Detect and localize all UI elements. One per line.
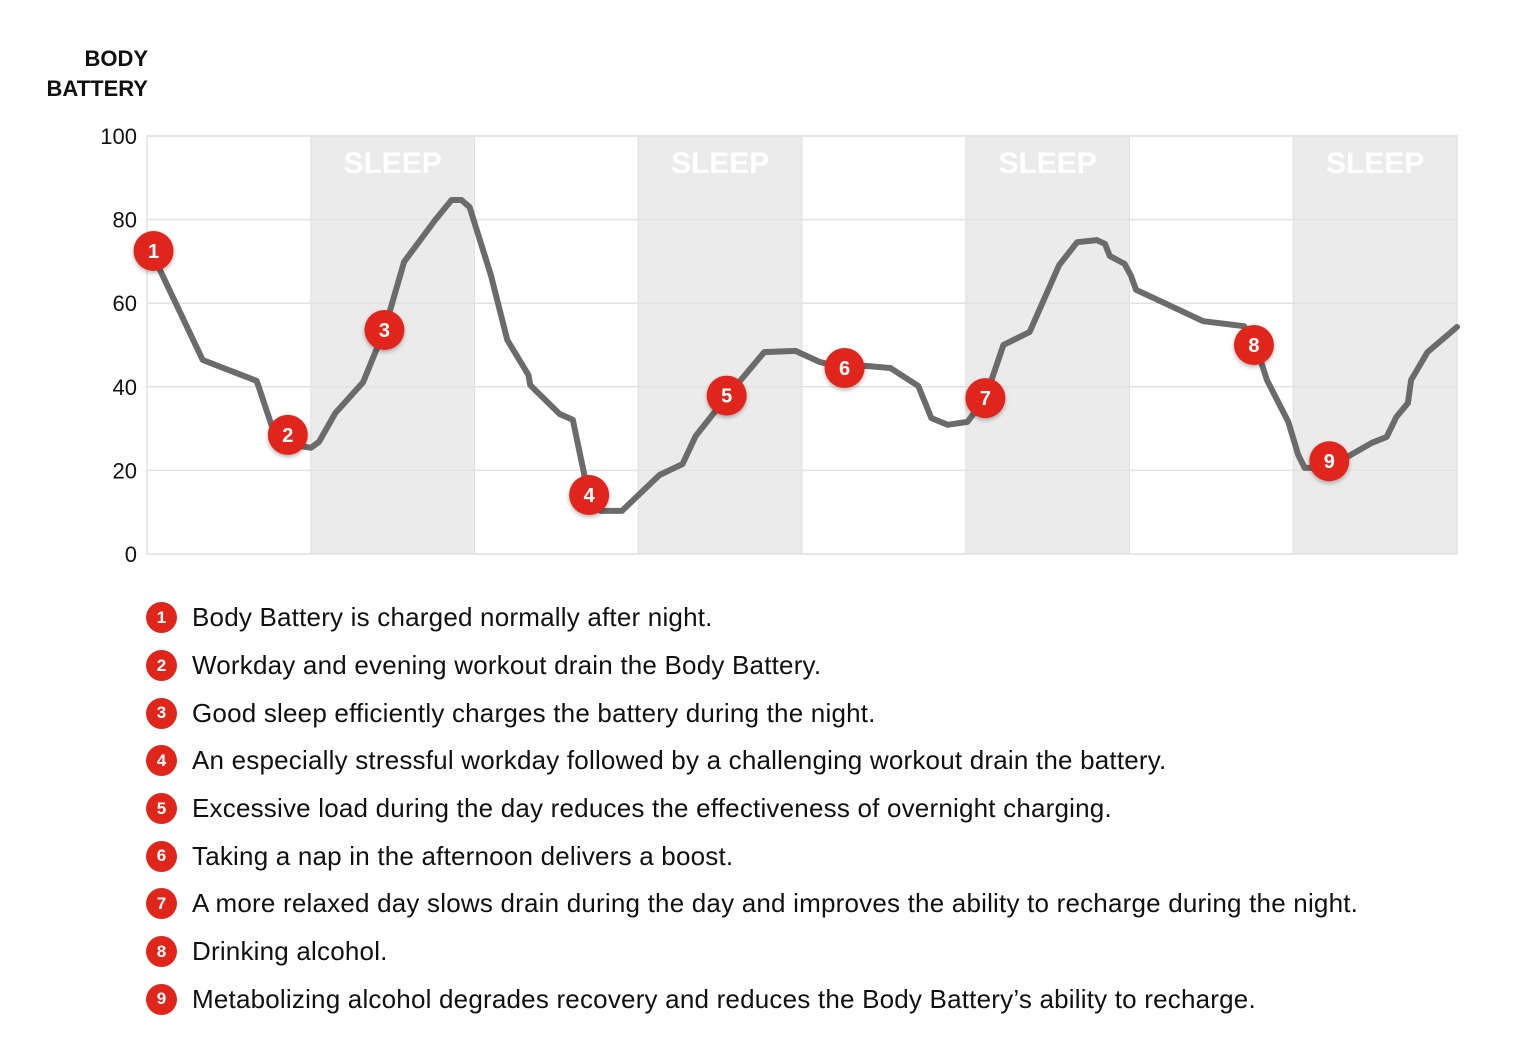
legend-item: 1 Body Battery is charged normally after … — [146, 594, 1358, 642]
y-axis-title: BODY BATTERY — [20, 44, 148, 104]
legend-item: 2 Workday and evening workout drain the B… — [146, 642, 1358, 690]
event-marker: 2 — [267, 414, 308, 455]
legend-marker-icon: 1 — [146, 602, 177, 634]
event-marker-circle — [364, 309, 405, 350]
event-marker: 1 — [133, 230, 174, 271]
legend-item: 3 Good sleep efficiently charges the batt… — [146, 689, 1358, 737]
y-tick-label: 60 — [113, 291, 137, 316]
y-tick-label: 80 — [113, 208, 137, 233]
legend-text: An especially stressful workday followed… — [192, 745, 1167, 776]
event-marker: 5 — [706, 375, 747, 416]
event-marker-circle — [569, 475, 610, 516]
legend-marker-icon: 7 — [146, 888, 177, 920]
legend-item: 7 A more relaxed day slows drain during t… — [146, 880, 1358, 928]
y-tick-label: 20 — [113, 458, 137, 483]
y-tick-label: 100 — [100, 124, 137, 149]
event-marker-circle — [706, 375, 747, 416]
event-marker-circle — [133, 230, 174, 271]
legend-text: Good sleep efficiently charges the batte… — [192, 697, 876, 728]
y-tick-label: 40 — [113, 375, 137, 400]
event-marker-circle — [1309, 441, 1350, 482]
sleep-band — [637, 135, 803, 555]
legend-marker-icon: 2 — [146, 650, 177, 682]
legend-marker-icon: 4 — [146, 745, 177, 777]
sleep-band-label: SLEEP — [671, 147, 769, 180]
legend-item: 8 Drinking alcohol. — [146, 928, 1358, 976]
event-marker-label: 8 — [1248, 335, 1259, 357]
legend-text: Taking a nap in the afternoon delivers a… — [192, 840, 734, 871]
event-marker-label: 9 — [1324, 451, 1335, 473]
legend: 1 Body Battery is charged normally after … — [146, 594, 1358, 1023]
sleep-band — [965, 135, 1130, 555]
event-marker-label: 6 — [839, 358, 850, 380]
event-marker: 9 — [1309, 441, 1350, 482]
legend-marker-icon: 9 — [146, 983, 177, 1015]
y-axis-title-line2: BATTERY — [46, 76, 148, 101]
legend-text: Body Battery is charged normally after n… — [192, 602, 713, 633]
legend-item: 5 Excessive load during the day reduces t… — [146, 785, 1358, 833]
legend-text: Drinking alcohol. — [192, 936, 388, 967]
legend-item: 9 Metabolizing alcohol degrades recovery… — [146, 976, 1358, 1024]
legend-text: A more relaxed day slows drain during th… — [192, 888, 1359, 919]
event-marker: 6 — [824, 347, 865, 388]
legend-item: 6 Taking a nap in the afternoon delivers … — [146, 832, 1358, 880]
sleep-band-label: SLEEP — [343, 147, 441, 180]
legend-marker-icon: 6 — [146, 840, 177, 872]
event-marker-label: 1 — [148, 241, 159, 263]
legend-marker-icon: 5 — [146, 793, 177, 825]
event-marker-circle — [1233, 325, 1274, 365]
event-marker-circle — [965, 378, 1006, 419]
event-marker-label: 5 — [721, 386, 732, 408]
event-marker-circle — [267, 414, 308, 455]
legend-text: Excessive load during the day reduces th… — [192, 793, 1112, 824]
event-marker-label: 3 — [379, 320, 390, 342]
body-battery-line — [148, 197, 1460, 514]
y-tick-label: 0 — [125, 542, 137, 567]
sleep-band — [1292, 135, 1458, 555]
body-battery-chart: SLEEP SLEEP SLEEP SLEEP 0 20 40 60 80 100 1 2 3 4 5 6 7 8… — [100, 124, 1460, 567]
event-marker: 4 — [569, 475, 610, 516]
event-marker: 3 — [364, 309, 405, 350]
legend-marker-icon: 8 — [146, 936, 177, 968]
legend-text: Workday and evening workout drain the Bo… — [192, 650, 822, 681]
legend-item: 4 An especially stressful workday followe… — [146, 737, 1358, 785]
event-marker-label: 4 — [584, 485, 596, 507]
event-marker-circle — [824, 347, 865, 388]
event-marker: 7 — [965, 378, 1006, 419]
sleep-band-label: SLEEP — [1326, 147, 1424, 180]
legend-text: Metabolizing alcohol degrades recovery a… — [192, 983, 1256, 1014]
event-marker-label: 2 — [282, 425, 293, 447]
y-axis-title-line1: BODY — [84, 46, 148, 71]
sleep-band-label: SLEEP — [998, 147, 1096, 180]
event-marker: 8 — [1233, 325, 1274, 365]
event-marker-label: 7 — [980, 388, 991, 410]
legend-marker-icon: 3 — [146, 697, 177, 729]
